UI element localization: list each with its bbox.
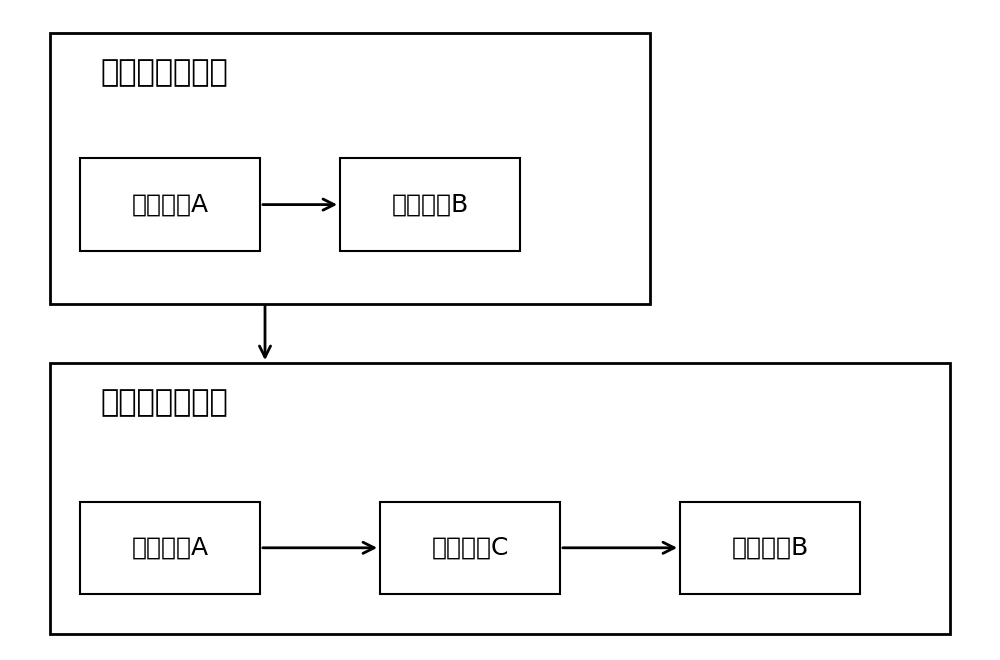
FancyBboxPatch shape bbox=[50, 363, 950, 634]
Text: 图像处理A: 图像处理A bbox=[131, 193, 209, 216]
FancyBboxPatch shape bbox=[680, 502, 860, 594]
FancyBboxPatch shape bbox=[380, 502, 560, 594]
Text: 图像处理B: 图像处理B bbox=[391, 193, 469, 216]
FancyBboxPatch shape bbox=[340, 158, 520, 251]
FancyBboxPatch shape bbox=[80, 502, 260, 594]
FancyBboxPatch shape bbox=[50, 33, 650, 304]
Text: 图像处理A: 图像处理A bbox=[131, 536, 209, 560]
Text: 图像处理C: 图像处理C bbox=[431, 536, 509, 560]
Text: 图像处理模块一: 图像处理模块一 bbox=[100, 58, 228, 87]
FancyBboxPatch shape bbox=[80, 158, 260, 251]
Text: 图像处理模块二: 图像处理模块二 bbox=[100, 388, 228, 417]
Text: 图像处理B: 图像处理B bbox=[731, 536, 809, 560]
